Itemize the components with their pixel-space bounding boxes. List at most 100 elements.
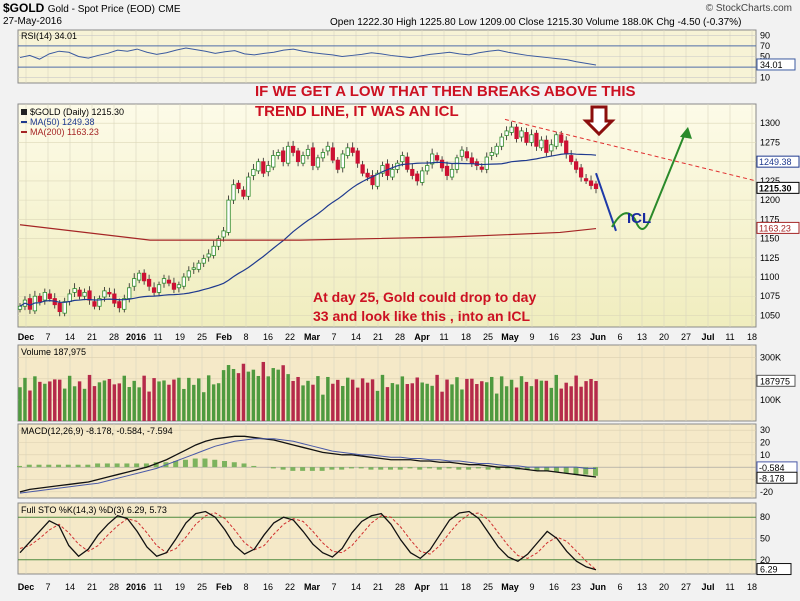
macd-histogram-bar (222, 461, 228, 468)
price-candle (434, 155, 440, 161)
bottom-x-tick-label: 23 (571, 582, 581, 592)
price-candle (102, 290, 107, 298)
price-candle (176, 284, 182, 289)
price-candle (137, 272, 142, 281)
volume-bar (162, 380, 166, 421)
volume-bar (440, 391, 444, 421)
volume-bar (316, 376, 320, 421)
price-right-label: 1163.23 (759, 223, 791, 233)
price-x-tick-label: 22 (285, 332, 295, 342)
price-legend: $GOLD (Daily) 1215.30 (30, 107, 124, 117)
price-x-tick-label: 6 (617, 332, 622, 342)
price-candle (276, 152, 281, 156)
rsi-y-tick-label: 50 (760, 52, 770, 62)
volume-bar (112, 384, 117, 421)
volume-bar (425, 383, 429, 421)
price-candle (67, 293, 72, 303)
macd-histogram-bar (417, 467, 423, 470)
macd-histogram-bar (153, 462, 159, 468)
volume-bar (216, 383, 221, 421)
volume-bar (375, 390, 380, 421)
price-y-tick-label: 1200 (760, 195, 780, 205)
volume-bar (276, 369, 280, 421)
ma50-legend: MA(50) 1249.38 (30, 117, 95, 127)
volume-bar (370, 379, 375, 421)
stockcharts-credit: © StockCharts.com (705, 3, 792, 14)
volume-bar (197, 378, 201, 421)
price-candle (161, 278, 167, 284)
volume-bar (485, 382, 489, 421)
volume-bar (251, 369, 256, 421)
bottom-x-tick-label: 9 (529, 582, 534, 592)
price-candle (142, 272, 147, 282)
price-candle (196, 262, 201, 270)
volume-bar (122, 375, 126, 421)
macd-histogram-bar (280, 467, 286, 470)
exchange-label: CME (158, 4, 181, 15)
volume-bar (410, 383, 414, 421)
annotation-line-2: TREND LINE, IT WAS AN ICL (255, 103, 459, 120)
volume-bar (82, 388, 87, 421)
price-y-tick-label: 1300 (760, 118, 780, 128)
volume-bar (365, 382, 370, 421)
price-candle (305, 148, 311, 156)
price-x-tick-label: Jun (590, 332, 606, 342)
bottom-x-tick-label: 14 (65, 582, 75, 592)
trendline-annotation: IF WE GET A LOW THAT THEN BREAKS ABOVE T… (255, 82, 636, 122)
price-candle (494, 145, 499, 155)
volume-bar (206, 375, 211, 421)
volume-bar (266, 376, 270, 421)
volume-y-tick-label: 300K (760, 353, 781, 363)
price-candle (549, 144, 554, 152)
macd-y-tick-label: 10 (760, 450, 770, 460)
macd-line (19, 435, 597, 493)
price-candle (514, 126, 519, 140)
price-candle (132, 278, 137, 287)
macd-histogram-bar (251, 465, 257, 468)
volume-bar (470, 378, 474, 421)
price-candle (256, 161, 261, 172)
price-candle (335, 159, 340, 170)
volume-bar (28, 390, 32, 421)
price-candle (583, 178, 589, 182)
price-candle (365, 172, 370, 178)
volume-bar (48, 381, 52, 421)
price-candle (57, 302, 62, 313)
macd-y-tick-label: -20 (760, 487, 773, 497)
volume-bar (296, 376, 300, 421)
macd-histogram-bar (192, 458, 198, 468)
macd-histogram-bar (407, 467, 413, 469)
volume-bar (549, 387, 554, 421)
projection-drop-path (595, 172, 617, 232)
macd-histogram-bar (387, 467, 393, 470)
bottom-x-tick-label: 25 (197, 582, 207, 592)
annotation-body-1: At day 25, Gold could drop to day (313, 289, 537, 305)
volume-bar (38, 381, 42, 421)
volume-bar (231, 368, 236, 421)
volume-bar (236, 373, 241, 421)
price-candle (166, 279, 172, 284)
price-candle (112, 293, 117, 304)
price-x-tick-label: May (501, 332, 519, 342)
price-x-tick-label: Mar (304, 332, 321, 342)
macd-histogram-bar (114, 463, 120, 468)
bottom-x-tick-label: 6 (617, 582, 622, 592)
price-right-label-box (756, 181, 800, 194)
volume-bar (246, 371, 251, 421)
volume-bar (390, 383, 395, 421)
volume-bar (97, 382, 102, 421)
macd-histogram-bar (378, 467, 384, 470)
price-candle (62, 301, 67, 314)
macd-histogram-bar (56, 464, 62, 468)
macd-histogram-bar (290, 467, 296, 471)
bottom-x-tick-label: 28 (395, 582, 405, 592)
price-candle (171, 282, 177, 290)
macd-histogram-bar (95, 463, 101, 468)
price-candle (72, 288, 77, 293)
bottom-x-tick-label: Apr (414, 582, 430, 592)
price-candle (286, 145, 291, 164)
macd-histogram-bar (36, 464, 42, 468)
ma50-line (19, 153, 597, 307)
macd-histogram-bar (329, 467, 335, 470)
